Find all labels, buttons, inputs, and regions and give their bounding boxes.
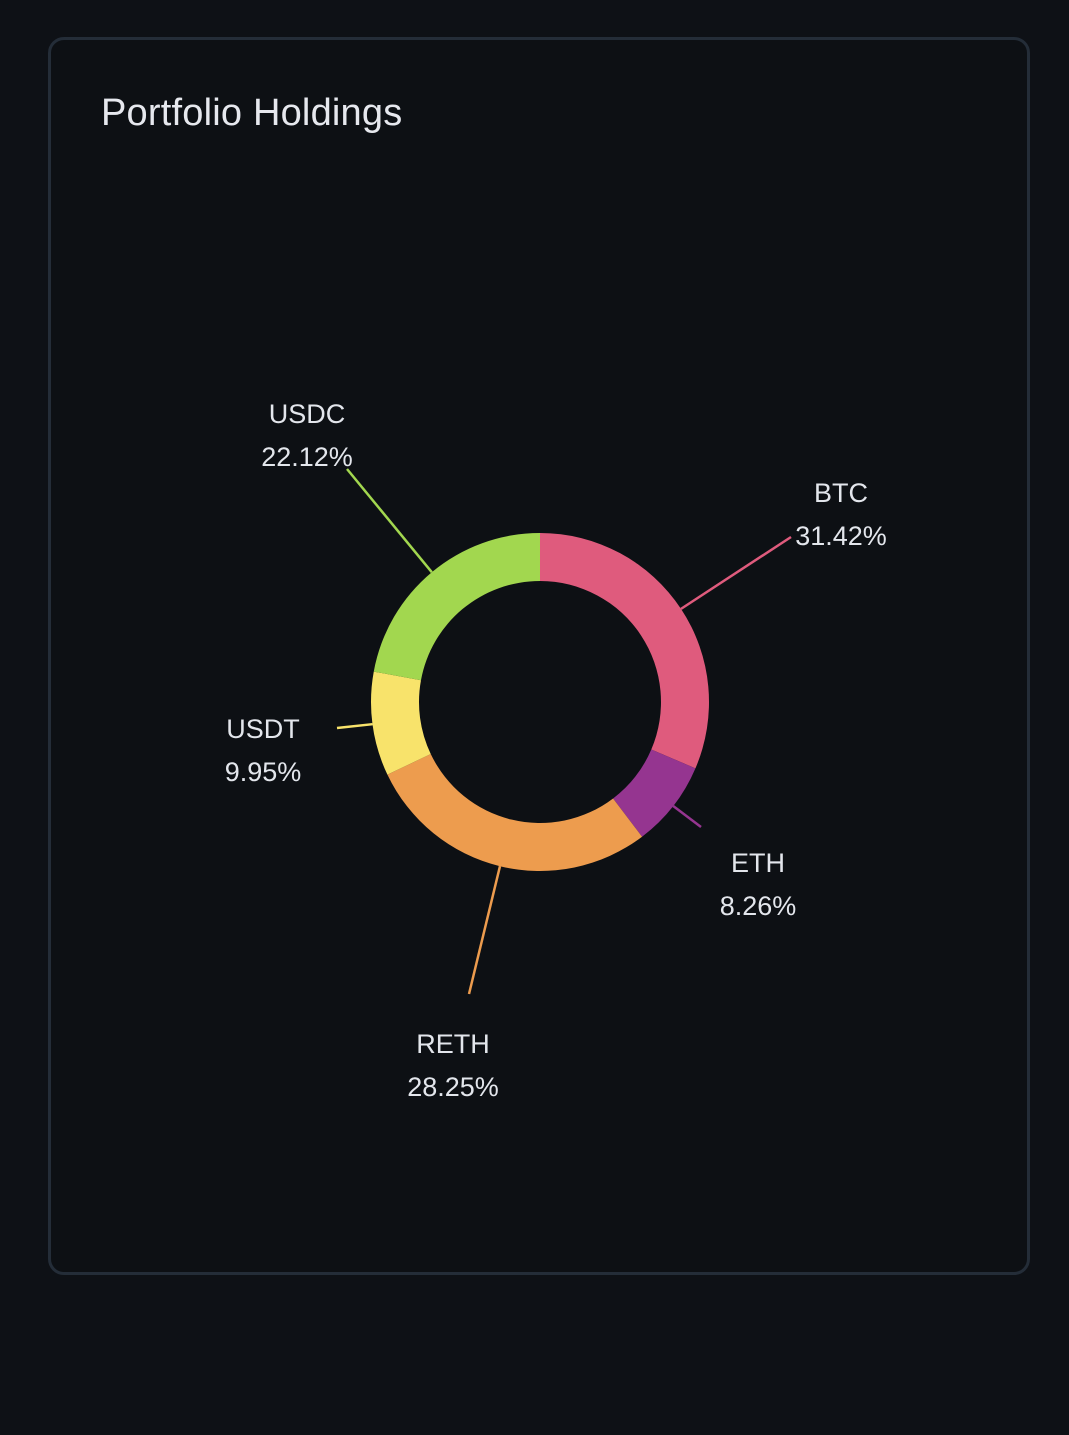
slice-label-reth: RETH <box>416 1029 490 1059</box>
leader-line-btc <box>680 535 792 610</box>
slice-percent-eth: 8.26% <box>720 891 797 921</box>
slice-label-eth: ETH <box>731 848 785 878</box>
leader-line-reth <box>467 865 502 995</box>
portfolio-holdings-card: Portfolio Holdings <box>48 37 1030 1275</box>
slice-percent-usdc: 22.12% <box>261 442 353 472</box>
slice-usdt[interactable] <box>371 671 431 775</box>
slice-label-usdc: USDC <box>269 399 346 429</box>
slice-btc[interactable] <box>540 533 709 769</box>
slice-percent-btc: 31.42% <box>795 521 887 551</box>
slice-eth[interactable] <box>613 749 696 837</box>
leader-line-usdc <box>346 468 433 573</box>
slice-label-btc: BTC <box>814 478 868 508</box>
leader-line-eth <box>672 805 702 828</box>
leader-line-usdt <box>336 722 373 730</box>
slice-reth[interactable] <box>387 754 643 871</box>
slice-usdc[interactable] <box>373 533 540 681</box>
slice-percent-reth: 28.25% <box>407 1072 499 1102</box>
slice-label-usdt: USDT <box>226 714 300 744</box>
slice-percent-usdt: 9.95% <box>225 757 302 787</box>
card-title: Portfolio Holdings <box>101 92 403 134</box>
